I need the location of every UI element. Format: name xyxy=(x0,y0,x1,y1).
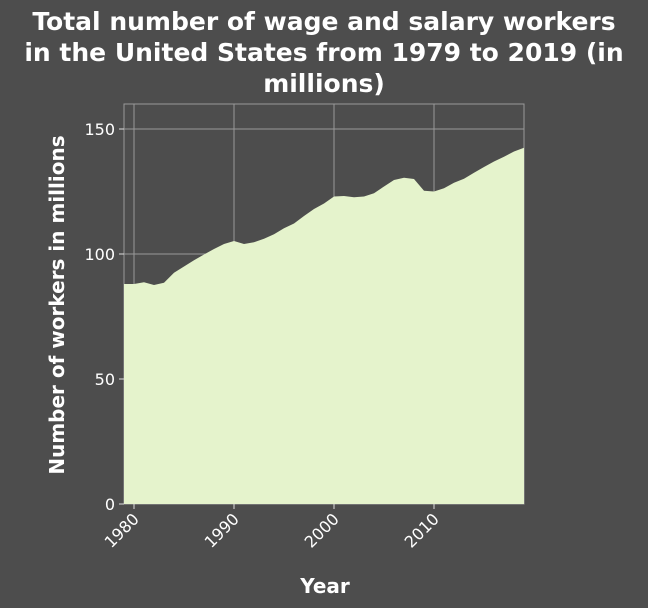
x-tick-label: 1980 xyxy=(101,509,143,551)
y-tick-label: 0 xyxy=(105,495,115,514)
chart-title-line-1: Total number of wage and salary workers xyxy=(32,7,615,36)
chart-title-line-2: in the United States from 1979 to 2019 (… xyxy=(24,38,623,67)
y-axis-title: Number of workers in millions xyxy=(45,135,69,474)
chart-title-line-3: millions) xyxy=(263,69,385,98)
y-tick-label: 100 xyxy=(84,245,115,264)
plot-area: 0 50 100 150 1980 1990 2000 2010 xyxy=(84,103,525,552)
x-tick-label: 1990 xyxy=(201,509,243,551)
x-tick-label: 2000 xyxy=(301,509,343,551)
area-series xyxy=(124,147,524,504)
chart-title: Total number of wage and salary workers … xyxy=(24,7,623,98)
y-tick-label: 50 xyxy=(95,370,115,389)
y-tick-label: 150 xyxy=(84,120,115,139)
x-axis-title: Year xyxy=(299,574,350,598)
x-tick-label: 2010 xyxy=(401,509,443,551)
